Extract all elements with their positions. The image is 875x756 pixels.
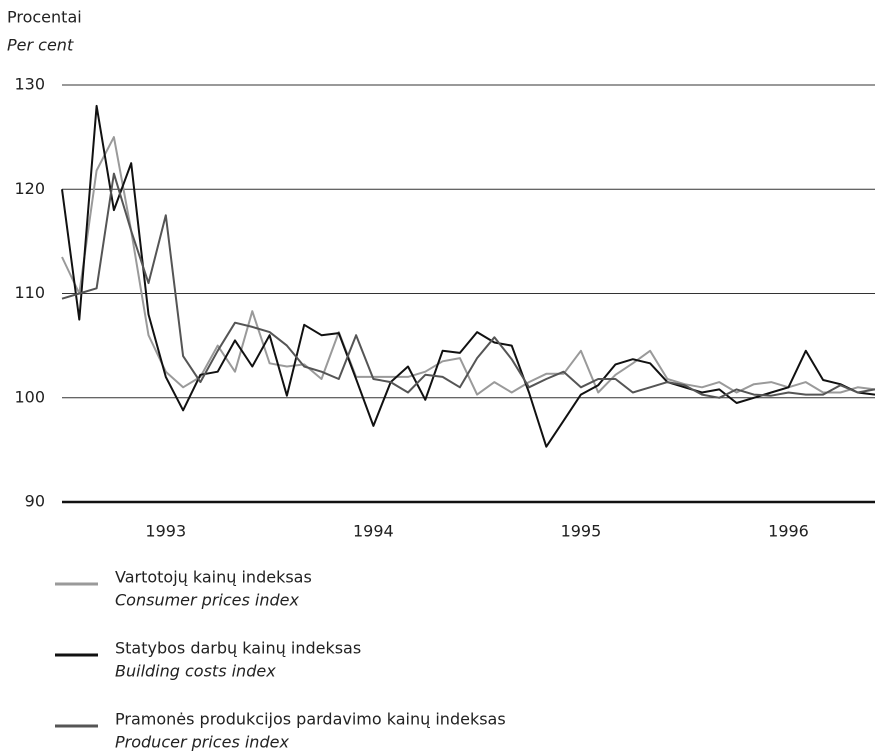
y-tick-label: 110 xyxy=(14,283,45,302)
y-axis-label: Procentai xyxy=(7,8,82,27)
y-tick-label: 90 xyxy=(25,492,45,511)
y-tick-label: 130 xyxy=(14,75,45,94)
legend-label: Statybos darbų kainų indeksas xyxy=(115,639,361,658)
legend-label: Vartotojų kainų indeksas xyxy=(115,568,312,587)
legend-label: Pramonės produkcijos pardavimo kainų ind… xyxy=(115,710,506,729)
x-tick-label: 1996 xyxy=(768,522,809,541)
y-tick-label: 120 xyxy=(14,179,45,198)
legend-label-en: Producer prices index xyxy=(115,733,289,752)
series-line xyxy=(61,172,875,399)
series-line xyxy=(61,104,875,448)
x-tick-label: 1995 xyxy=(561,522,602,541)
x-tick-label: 1993 xyxy=(145,522,186,541)
y-axis-label-en: Per cent xyxy=(7,36,74,55)
x-tick-label: 1994 xyxy=(353,522,394,541)
legend-label-en: Consumer prices index xyxy=(115,591,300,610)
y-tick-label: 100 xyxy=(14,387,45,406)
legend-label-en: Building costs index xyxy=(115,662,276,681)
